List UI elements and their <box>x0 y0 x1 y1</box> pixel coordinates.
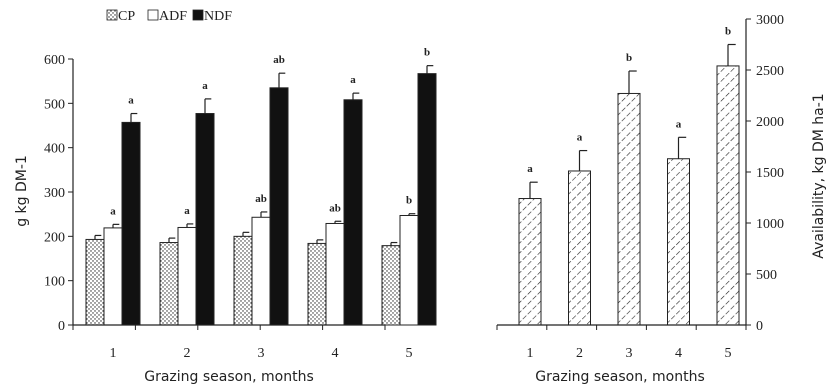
bar <box>617 92 641 326</box>
x-tick-label: 2 <box>576 346 583 361</box>
legend-swatch-ndf <box>192 9 204 21</box>
right-x-axis-title: Grazing season, months <box>535 369 704 385</box>
left-y-axis-title: g kg DM-1 <box>14 155 30 227</box>
significance-label: b <box>424 47 430 59</box>
bar <box>568 170 591 326</box>
y-tick-label: 1000 <box>756 217 784 232</box>
significance-label: b <box>406 195 412 207</box>
right-axes: 1 2 3 4 5 0 500 1000 1500 2000 2500 3000 <box>496 13 784 361</box>
bar <box>667 158 690 326</box>
bar <box>716 65 740 326</box>
y-tick-label: 500 <box>44 97 65 112</box>
bar <box>417 73 437 326</box>
left-axes: 1 2 3 4 5 0 100 200 300 400 500 600 <box>44 53 413 361</box>
legend-swatch-cp <box>106 9 118 21</box>
significance-label: ab <box>329 202 341 214</box>
significance-label: a <box>676 118 682 130</box>
significance-label: a <box>110 205 116 217</box>
x-tick-label: 1 <box>110 346 117 361</box>
y-tick-label: 600 <box>44 53 65 68</box>
legend-label-adf: ADF <box>159 9 187 24</box>
x-tick-label: 3 <box>626 346 633 361</box>
right-bars: a a b a b <box>518 26 740 326</box>
y-tick-label: 2500 <box>756 64 784 79</box>
bar <box>251 216 271 326</box>
bar <box>103 227 123 326</box>
bar <box>233 235 253 326</box>
significance-label: a <box>350 74 356 86</box>
y-tick-label: 3000 <box>756 13 784 28</box>
bar <box>381 245 401 326</box>
significance-label: ab <box>273 54 285 66</box>
bar <box>85 238 105 326</box>
significance-label: b <box>725 26 731 38</box>
bar <box>177 226 197 326</box>
y-tick-label: 300 <box>44 186 65 201</box>
right-chart: a a b a b 1 2 3 4 5 0 500 1000 1500 2000 2500 3000 Avai… <box>496 13 827 385</box>
x-tick-label: 5 <box>725 346 732 361</box>
legend-label-ndf: NDF <box>204 9 232 24</box>
legend-swatch-adf <box>147 9 159 21</box>
significance-label: a <box>527 163 533 175</box>
significance-label: ab <box>255 193 267 205</box>
significance-label: a <box>202 80 208 92</box>
y-tick-label: 500 <box>756 268 777 283</box>
x-tick-label: 1 <box>527 346 534 361</box>
x-tick-label: 5 <box>406 346 413 361</box>
x-tick-label: 4 <box>675 346 682 361</box>
left-legend: CP ADF NDF <box>106 9 232 24</box>
y-tick-label: 0 <box>58 319 65 334</box>
bar <box>343 99 363 326</box>
bar <box>269 87 289 326</box>
y-tick-label: 2000 <box>756 115 784 130</box>
significance-label: b <box>626 52 632 64</box>
y-tick-label: 100 <box>44 275 65 290</box>
right-y-axis-title: Availability, kg DM ha-1 <box>811 93 827 258</box>
significance-label: a <box>128 95 134 107</box>
y-tick-label: 1500 <box>756 166 784 181</box>
bar <box>195 113 215 326</box>
x-tick-label: 4 <box>332 346 339 361</box>
x-tick-label: 3 <box>258 346 265 361</box>
legend-label-cp: CP <box>118 9 135 24</box>
left-x-axis-title: Grazing season, months <box>144 369 313 385</box>
x-tick-label: 2 <box>184 346 191 361</box>
y-tick-label: 200 <box>44 230 65 245</box>
bar <box>159 242 179 326</box>
y-tick-label: 400 <box>44 142 65 157</box>
bar <box>307 242 327 326</box>
bar <box>518 198 542 326</box>
significance-label: a <box>577 132 583 144</box>
bar <box>121 121 141 326</box>
bar <box>399 214 419 326</box>
bar <box>325 222 345 326</box>
y-tick-label: 0 <box>756 319 763 334</box>
significance-label: a <box>184 205 190 217</box>
